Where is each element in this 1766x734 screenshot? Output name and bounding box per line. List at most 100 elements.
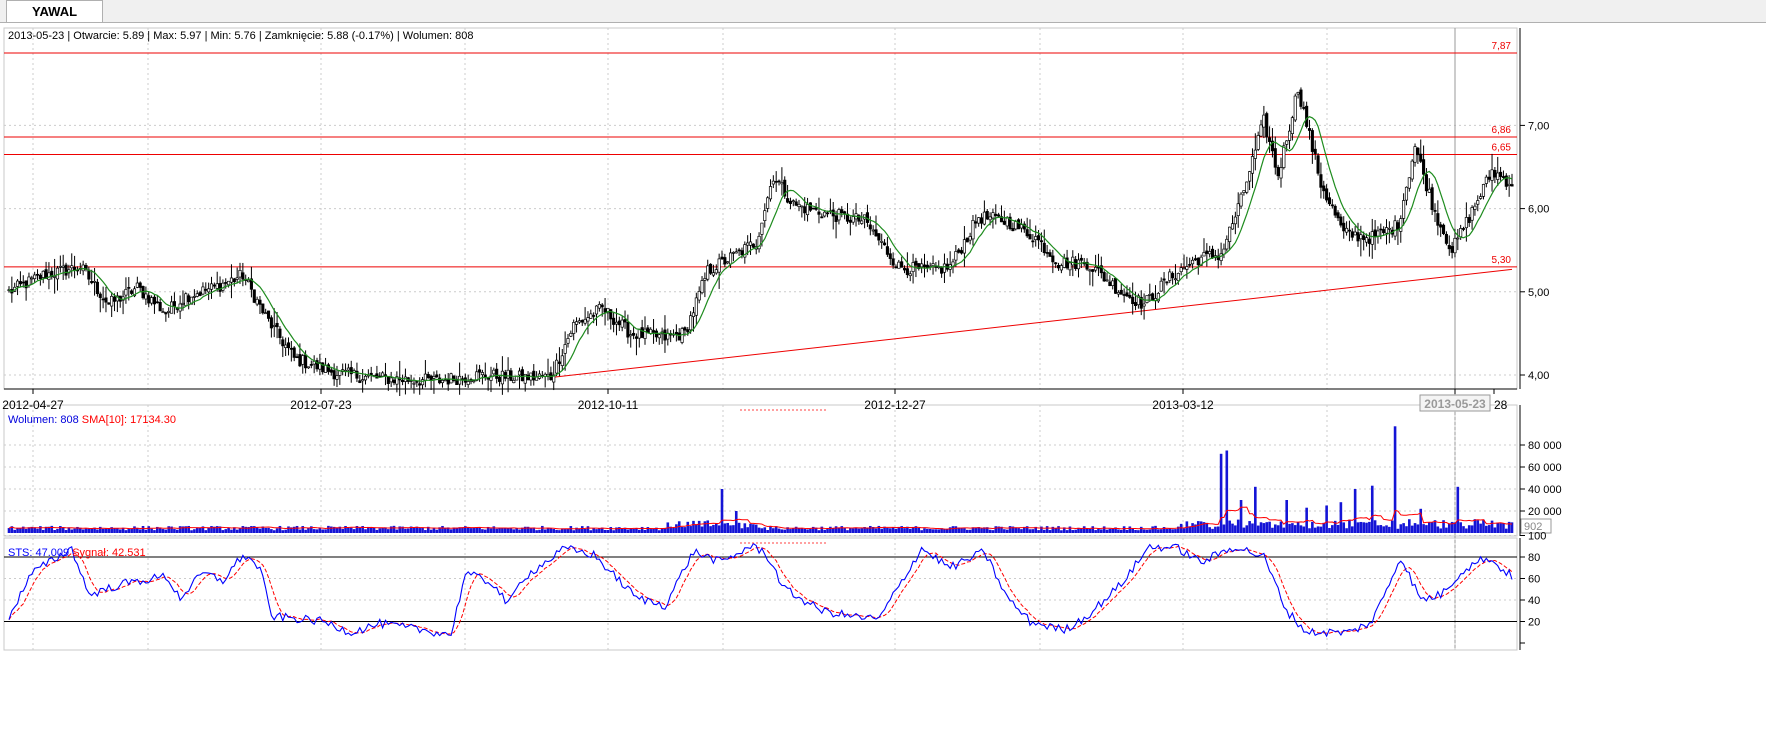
candle-body — [1173, 278, 1178, 281]
candle-body — [1182, 267, 1186, 270]
candle-body — [420, 379, 425, 386]
candle-body — [994, 213, 998, 216]
volume-bar — [1353, 489, 1357, 533]
candle-body — [161, 311, 165, 314]
volume-bar — [578, 528, 581, 533]
volume-legend: Wolumen: 808 SMA[10]: 17134.30 — [8, 414, 176, 426]
candle-body — [292, 347, 296, 358]
volume-bar — [406, 528, 410, 533]
candle-body — [1484, 176, 1488, 184]
volume-bar — [957, 527, 961, 533]
candle-body — [349, 367, 353, 375]
candle-body — [1319, 174, 1323, 188]
volume-bar — [1370, 485, 1374, 533]
volume-bar — [1487, 525, 1491, 533]
candle-body — [207, 288, 211, 293]
candle-body — [600, 304, 604, 308]
volume-bar — [1214, 526, 1217, 533]
candle-body — [1296, 92, 1300, 95]
volume-bar — [1145, 529, 1149, 533]
candle-body — [962, 239, 966, 254]
volume-bar — [1142, 529, 1146, 533]
candle-body — [1019, 224, 1024, 229]
volume-bar — [1385, 525, 1388, 533]
volume-bar — [238, 528, 242, 533]
volume-bar — [934, 529, 938, 533]
volume-bar — [315, 529, 319, 533]
volume-bar — [1502, 523, 1505, 533]
volume-bar — [1108, 528, 1112, 533]
volume-bar — [512, 529, 516, 533]
candle-body — [848, 219, 852, 223]
volume-bar — [911, 526, 915, 533]
candle-body — [1424, 174, 1428, 192]
candle-body — [520, 369, 524, 382]
volume-bar — [27, 527, 31, 533]
volume-bar — [161, 529, 165, 533]
volume-bar — [1211, 528, 1214, 533]
candle-body — [1436, 213, 1440, 226]
candle-body — [480, 372, 484, 376]
volume-bar — [988, 529, 992, 533]
candle-body — [1307, 128, 1312, 131]
candle-body — [90, 281, 94, 284]
volume-bar — [1017, 528, 1020, 533]
volume-bar — [412, 527, 416, 533]
candle-body — [603, 308, 607, 313]
candle-body — [774, 180, 778, 183]
candle-body — [1510, 184, 1514, 187]
volume-bar — [1293, 525, 1297, 533]
volume-bar — [1065, 530, 1069, 533]
volume-bar — [1159, 529, 1163, 533]
volume-bar — [1359, 521, 1363, 533]
volume-bar — [1231, 523, 1234, 533]
candle-body — [1165, 281, 1169, 284]
price-moving-average — [8, 116, 1513, 382]
volume-bar — [1285, 500, 1288, 533]
volume-bar — [1199, 521, 1203, 533]
candle-body — [640, 327, 644, 338]
volume-bar — [1456, 486, 1460, 533]
volume-bar — [937, 529, 941, 533]
candle-body — [1136, 295, 1140, 306]
volume-bar — [221, 530, 225, 533]
volume-bar — [1356, 522, 1360, 533]
candle-body — [181, 302, 185, 305]
candle-body — [1133, 302, 1138, 307]
candle-body — [931, 263, 935, 266]
level-label-6,65: 6,65 — [1492, 143, 1512, 154]
volume-bar — [660, 528, 664, 533]
volume-bar — [523, 526, 527, 533]
volume-bar — [1479, 523, 1482, 533]
tab-yawal[interactable]: YAWAL — [6, 0, 104, 22]
volume-bar — [204, 530, 208, 533]
volume-bar — [44, 526, 48, 533]
volume-bar — [235, 529, 239, 533]
volume-bar — [1205, 522, 1209, 533]
volume-bar — [535, 530, 538, 533]
volume-bar — [167, 526, 171, 533]
candle-body — [1430, 187, 1434, 211]
candle-body — [1031, 240, 1035, 243]
volume-bar — [258, 528, 262, 533]
candle-body — [295, 356, 299, 359]
volume-bar — [355, 525, 359, 533]
candle-body — [1382, 229, 1386, 234]
candle-body — [1305, 105, 1309, 127]
volume-bar — [640, 526, 644, 533]
candle-body — [523, 373, 527, 384]
volume-bar — [1365, 522, 1368, 533]
candle-body — [150, 297, 154, 304]
candle-body — [1499, 171, 1503, 177]
candle-body — [326, 364, 330, 372]
candle-body — [803, 206, 807, 214]
candle-body — [677, 332, 681, 341]
candle-body — [1108, 281, 1112, 287]
volume-bar — [948, 527, 952, 533]
candle-body — [1051, 255, 1055, 263]
volume-bar — [908, 528, 912, 533]
volume-bar — [643, 529, 647, 533]
volume-bar — [538, 529, 541, 533]
candle-body — [438, 377, 442, 384]
